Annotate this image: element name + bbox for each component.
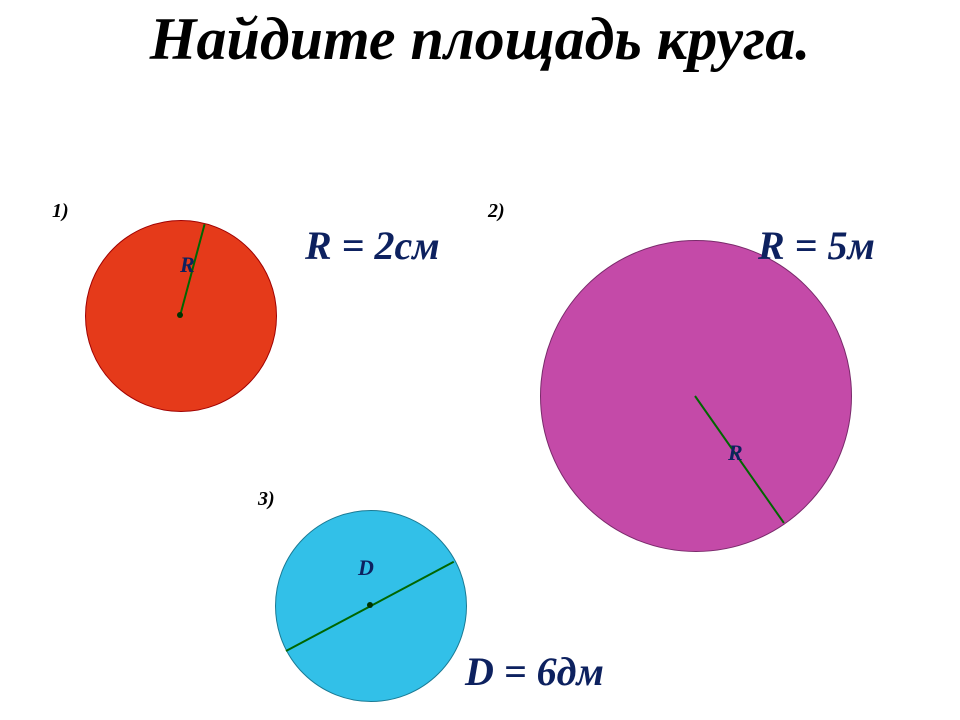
problem-1-given: R = 2см <box>305 222 440 269</box>
problem-3-letter: D <box>358 555 374 581</box>
page-title: Найдите площадь круга. <box>0 8 960 71</box>
problem-3-given: D = 6дм <box>465 648 604 695</box>
problem-1-number: 1) <box>52 200 69 223</box>
problem-3-center-dot <box>367 602 373 608</box>
problem-2-given: R = 5м <box>758 222 875 269</box>
problem-1-letter: R <box>180 252 195 278</box>
problem-2-number: 2) <box>488 200 505 223</box>
problem-1-center-dot <box>177 312 183 318</box>
problem-3-number: 3) <box>258 488 275 511</box>
problem-2-letter: R <box>728 440 743 466</box>
